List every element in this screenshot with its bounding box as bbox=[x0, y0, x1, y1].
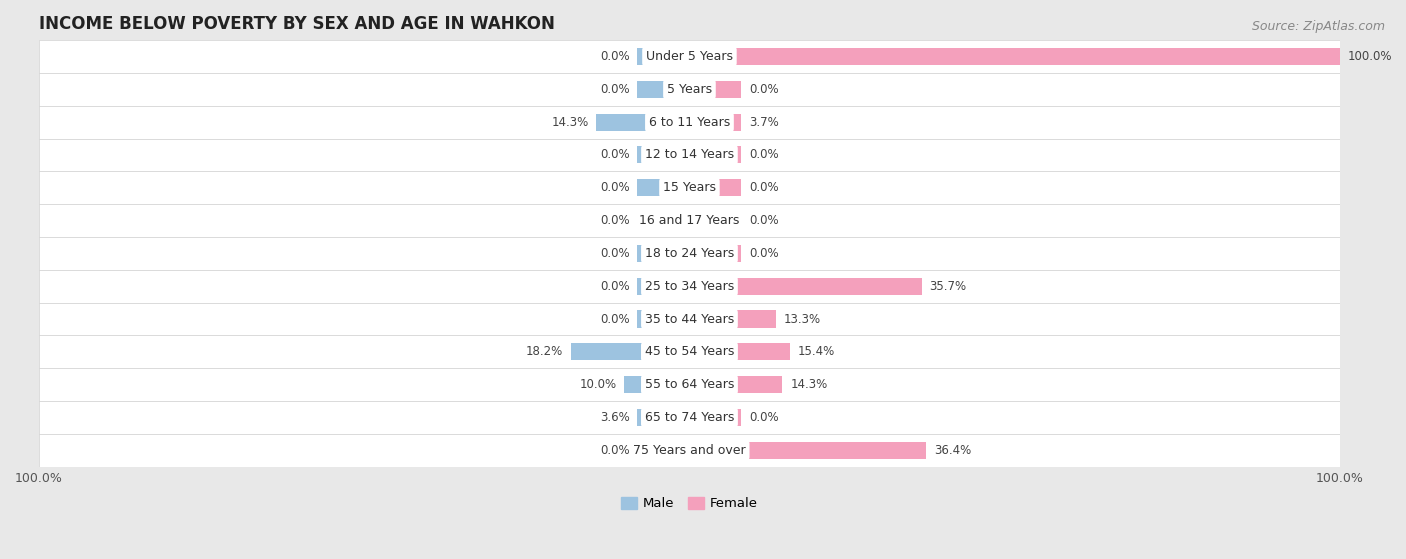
Text: 0.0%: 0.0% bbox=[749, 411, 779, 424]
Bar bbox=[689, 212, 741, 229]
Text: 10.0%: 10.0% bbox=[579, 378, 617, 391]
Text: 55 to 64 Years: 55 to 64 Years bbox=[645, 378, 734, 391]
Text: 0.0%: 0.0% bbox=[600, 149, 630, 162]
Text: 0.0%: 0.0% bbox=[600, 181, 630, 195]
Bar bbox=[637, 179, 689, 196]
Legend: Male, Female: Male, Female bbox=[616, 491, 763, 515]
Text: 45 to 54 Years: 45 to 54 Years bbox=[645, 345, 734, 358]
Bar bbox=[39, 237, 1340, 270]
Bar bbox=[39, 368, 1340, 401]
Bar bbox=[637, 278, 689, 295]
Text: 15.4%: 15.4% bbox=[797, 345, 835, 358]
Bar bbox=[637, 146, 689, 163]
Bar bbox=[689, 442, 927, 459]
Bar bbox=[39, 401, 1340, 434]
Bar bbox=[637, 245, 689, 262]
Text: 0.0%: 0.0% bbox=[749, 149, 779, 162]
Bar bbox=[689, 146, 741, 163]
Bar bbox=[39, 172, 1340, 204]
Bar bbox=[39, 139, 1340, 172]
Bar bbox=[39, 434, 1340, 467]
Bar bbox=[637, 81, 689, 98]
Text: 5 Years: 5 Years bbox=[666, 83, 711, 96]
Bar bbox=[571, 343, 689, 361]
Bar bbox=[637, 442, 689, 459]
Text: 3.6%: 3.6% bbox=[600, 411, 630, 424]
Text: Source: ZipAtlas.com: Source: ZipAtlas.com bbox=[1251, 20, 1385, 32]
Bar bbox=[689, 376, 783, 393]
Text: 14.3%: 14.3% bbox=[790, 378, 828, 391]
Text: 14.3%: 14.3% bbox=[551, 116, 589, 129]
Bar bbox=[624, 376, 689, 393]
Text: 65 to 74 Years: 65 to 74 Years bbox=[645, 411, 734, 424]
Bar bbox=[39, 106, 1340, 139]
Text: 25 to 34 Years: 25 to 34 Years bbox=[645, 280, 734, 293]
Bar bbox=[39, 335, 1340, 368]
Text: 13.3%: 13.3% bbox=[783, 312, 821, 325]
Text: 0.0%: 0.0% bbox=[600, 280, 630, 293]
Text: 0.0%: 0.0% bbox=[600, 444, 630, 457]
Text: 100.0%: 100.0% bbox=[1348, 50, 1392, 63]
Bar bbox=[637, 310, 689, 328]
Text: 18.2%: 18.2% bbox=[526, 345, 564, 358]
Bar bbox=[39, 40, 1340, 73]
Bar bbox=[689, 245, 741, 262]
Bar bbox=[39, 302, 1340, 335]
Bar bbox=[596, 113, 689, 131]
Bar bbox=[39, 204, 1340, 237]
Text: 35.7%: 35.7% bbox=[929, 280, 966, 293]
Bar bbox=[689, 179, 741, 196]
Text: 0.0%: 0.0% bbox=[600, 50, 630, 63]
Bar bbox=[689, 113, 741, 131]
Bar bbox=[689, 278, 922, 295]
Text: 12 to 14 Years: 12 to 14 Years bbox=[645, 149, 734, 162]
Text: 35 to 44 Years: 35 to 44 Years bbox=[645, 312, 734, 325]
Text: 6 to 11 Years: 6 to 11 Years bbox=[648, 116, 730, 129]
Text: 15 Years: 15 Years bbox=[664, 181, 716, 195]
Text: 36.4%: 36.4% bbox=[934, 444, 972, 457]
Text: 75 Years and over: 75 Years and over bbox=[633, 444, 745, 457]
Bar bbox=[39, 270, 1340, 302]
Text: 0.0%: 0.0% bbox=[600, 247, 630, 260]
Text: 0.0%: 0.0% bbox=[749, 181, 779, 195]
Bar bbox=[637, 212, 689, 229]
Text: 0.0%: 0.0% bbox=[749, 214, 779, 227]
Bar bbox=[689, 409, 741, 426]
Text: 0.0%: 0.0% bbox=[749, 247, 779, 260]
Bar bbox=[689, 310, 776, 328]
Bar bbox=[689, 48, 1340, 65]
Bar bbox=[637, 409, 689, 426]
Text: 0.0%: 0.0% bbox=[749, 83, 779, 96]
Text: INCOME BELOW POVERTY BY SEX AND AGE IN WAHKON: INCOME BELOW POVERTY BY SEX AND AGE IN W… bbox=[39, 15, 555, 33]
Bar bbox=[689, 343, 790, 361]
Text: Under 5 Years: Under 5 Years bbox=[645, 50, 733, 63]
Text: 0.0%: 0.0% bbox=[600, 214, 630, 227]
Bar bbox=[637, 48, 689, 65]
Text: 0.0%: 0.0% bbox=[600, 83, 630, 96]
Text: 16 and 17 Years: 16 and 17 Years bbox=[640, 214, 740, 227]
Text: 3.7%: 3.7% bbox=[749, 116, 779, 129]
Bar bbox=[689, 81, 741, 98]
Text: 0.0%: 0.0% bbox=[600, 312, 630, 325]
Text: 18 to 24 Years: 18 to 24 Years bbox=[645, 247, 734, 260]
Bar bbox=[39, 73, 1340, 106]
